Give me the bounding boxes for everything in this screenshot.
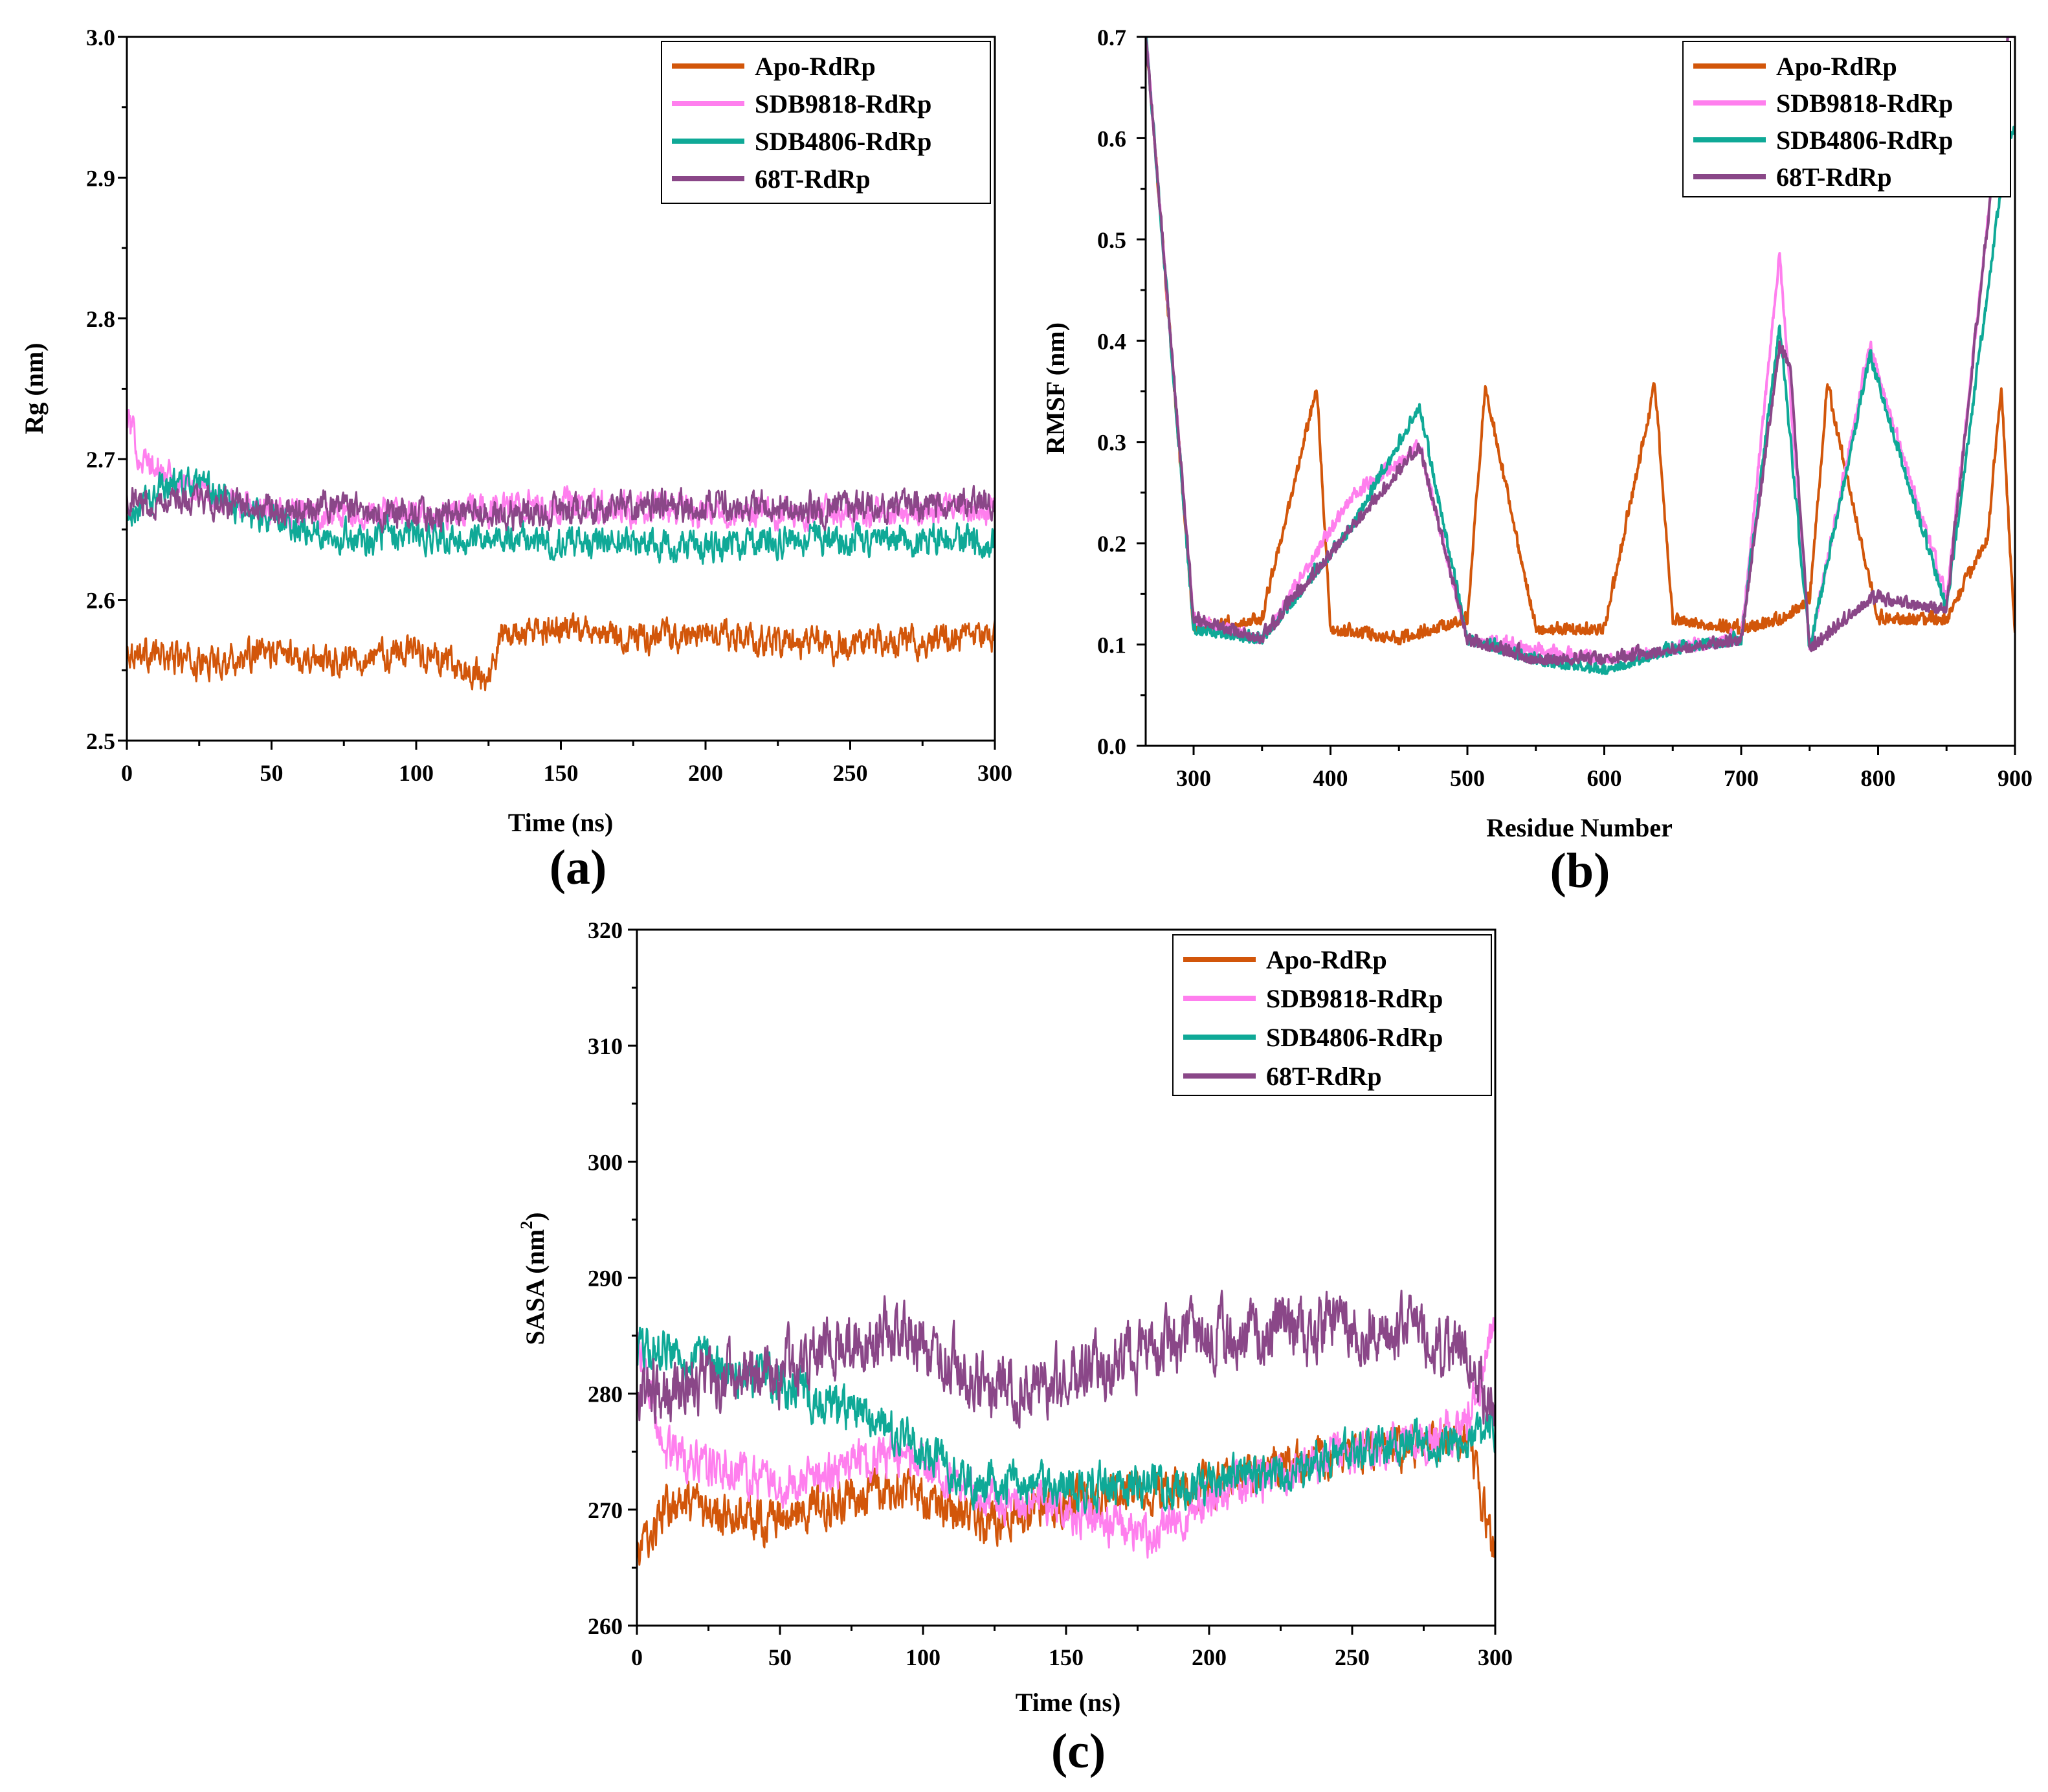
panel-b-legend-label: 68T-RdRp (1776, 162, 1892, 192)
panel-a-ticks: 0 50 100 150 200 250 300 2.5 2.6 2.7 2.8 2.9 3.0 (86, 25, 1012, 786)
panel-c-plot-area (637, 1290, 1495, 1566)
panel-c-ytick-label: 290 (588, 1266, 623, 1292)
panel-b-series-apo-rdrp (1146, 37, 2015, 645)
panel-a-ytick-label: 2.7 (86, 447, 115, 473)
panel-a-xlabel: Time (ns) (508, 808, 614, 837)
panel-b-ytick-label: 0.7 (1097, 25, 1126, 50)
panel-c-ylabel-main: SASA (nm (520, 1229, 550, 1345)
panel-b-ytick-label: 0.6 (1097, 126, 1126, 151)
panel-a-ytick-label: 2.8 (86, 306, 115, 332)
panel-a-xtick-label: 50 (260, 760, 284, 786)
panel-b-ytick-label: 0.1 (1097, 633, 1126, 658)
panel-c-ytick-label: 280 (588, 1382, 623, 1407)
panel-a-rg-chart: 0 50 100 150 200 250 300 2.5 2.6 2.7 2.8 2.9 3.0 Tim… (19, 25, 1012, 895)
panel-a-ytick-label: 2.6 (86, 588, 115, 614)
panel-b-ytick-label: 0.4 (1097, 328, 1126, 354)
panel-b-xtick-label: 400 (1313, 765, 1348, 791)
panel-c-ylabel: SASA (nm2) (517, 1212, 550, 1345)
panel-b-legend-label: SDB9818-RdRp (1776, 89, 1953, 118)
panel-b-xtick-label: 500 (1450, 765, 1485, 791)
panel-a-xtick-label: 250 (833, 760, 868, 786)
panel-b-label: (b) (1550, 844, 1610, 898)
panel-a-xtick-label: 0 (121, 760, 133, 786)
panel-a-series-apo-rdrp (127, 612, 995, 691)
panel-c-xlabel-text: Time (ns) (1016, 1688, 1121, 1717)
panel-b-xtick-label: 700 (1724, 765, 1759, 791)
panel-a-legend-label: SDB4806-RdRp (755, 127, 931, 156)
panel-c-series-sdb9818-rdrp (637, 1317, 1495, 1559)
panel-c-legend: Apo-RdRp SDB9818-RdRp SDB4806-RdRp 68T-RdRp (1172, 934, 1492, 1096)
panel-a-ytick-label: 2.5 (86, 728, 115, 754)
panel-b-plot-area (1146, 37, 2015, 675)
panel-c-legend-label: Apo-RdRp (1266, 945, 1387, 974)
panel-b-legend-label: SDB4806-RdRp (1776, 126, 1953, 155)
panel-a-xtick-label: 150 (544, 760, 579, 786)
panel-b-xlabel: Residue Number (1486, 813, 1673, 842)
panel-c-series-68t-rdrp (637, 1290, 1495, 1429)
panel-c-ytick-label: 310 (588, 1033, 623, 1059)
panel-c-ylabel-end: ) (520, 1212, 550, 1220)
panel-a-series-68t-rdrp (127, 483, 995, 533)
panel-a-ytick-label: 2.9 (86, 165, 115, 191)
panel-b-xtick-label: 300 (1176, 765, 1211, 791)
panel-b-ytick-label: 0.2 (1097, 531, 1126, 557)
panel-c-xtick-label: 200 (1192, 1644, 1227, 1670)
panel-c-ytick-label: 320 (588, 917, 623, 943)
panel-a-label: (a) (550, 840, 607, 895)
panel-b-legend-label: Apo-RdRp (1776, 52, 1897, 81)
panel-b-ylabel: RMSF (nm) (1041, 322, 1070, 454)
panel-c-xtick-label: 300 (1478, 1644, 1513, 1670)
panel-a-xtick-label: 300 (977, 760, 1012, 786)
panel-b-ticks: 300 400 500 600 700 800 900 0.0 0.1 0.2 0.3 0.4 0.5 0… (1097, 25, 2032, 791)
panel-c-xtick-label: 50 (768, 1644, 792, 1670)
panel-b-ytick-label: 0.5 (1097, 227, 1126, 253)
panel-c-legend-label: SDB9818-RdRp (1266, 984, 1443, 1013)
panel-a-legend-label: SDB9818-RdRp (755, 89, 931, 118)
panel-a-legend-label: Apo-RdRp (755, 52, 876, 81)
panel-c-ylabel-sup: 2 (517, 1221, 536, 1229)
panel-b-xtick-label: 600 (1587, 765, 1622, 791)
panel-c-xtick-label: 100 (906, 1644, 941, 1670)
panel-c-xtick-label: 150 (1049, 1644, 1084, 1670)
panel-b-legend: Apo-RdRp SDB9818-RdRp SDB4806-RdRp 68T-RdRp (1682, 41, 2011, 197)
panel-b-xtick-label: 900 (1998, 765, 2032, 791)
panel-b-xtick-label: 800 (1861, 765, 1896, 791)
panel-a-ytick-label: 3.0 (86, 25, 115, 50)
panel-b-ytick-label: 0.3 (1097, 430, 1126, 456)
panel-c-xlabel: Time (ns) (1016, 1688, 1121, 1717)
panel-c-xtick-label: 250 (1335, 1644, 1370, 1670)
panel-a-plot-area (127, 409, 995, 691)
panel-a-legend-label: 68T-RdRp (755, 164, 871, 194)
panel-c-ytick-label: 270 (588, 1497, 623, 1523)
panel-c-sasa-chart: 0 50 100 150 200 250 300260270280290300310320 … (517, 917, 1513, 1778)
panel-c-xtick-label: 0 (631, 1644, 643, 1670)
panel-c-ytick-label: 260 (588, 1613, 623, 1639)
panel-c-legend-label: SDB4806-RdRp (1266, 1023, 1443, 1052)
panel-c-ticks: 0 50 100 150 200 250 300 260 270 280 290 300 310 320 (588, 917, 1513, 1670)
panel-c-legend-label: 68T-RdRp (1266, 1062, 1382, 1091)
panel-c-label: (c) (1051, 1724, 1106, 1778)
panel-a-xtick-label: 200 (688, 760, 723, 786)
panel-a-ylabel: Rg (nm) (19, 342, 49, 434)
panel-a-xtick-label: 100 (399, 760, 434, 786)
panel-b-ytick-label: 0.0 (1097, 734, 1126, 759)
panel-b-series-68t-rdrp (1146, 37, 2015, 666)
panel-b-rmsf-chart: 300 400 500 600 700 800 900 0.0 0.1 0.2 0.3 0.4 0.5 0… (1041, 25, 2032, 898)
panel-a-legend: Apo-RdRp SDB9818-RdRp SDB4806-RdRp 68T-RdRp (661, 41, 991, 204)
panel-c-ytick-label: 300 (588, 1149, 623, 1175)
